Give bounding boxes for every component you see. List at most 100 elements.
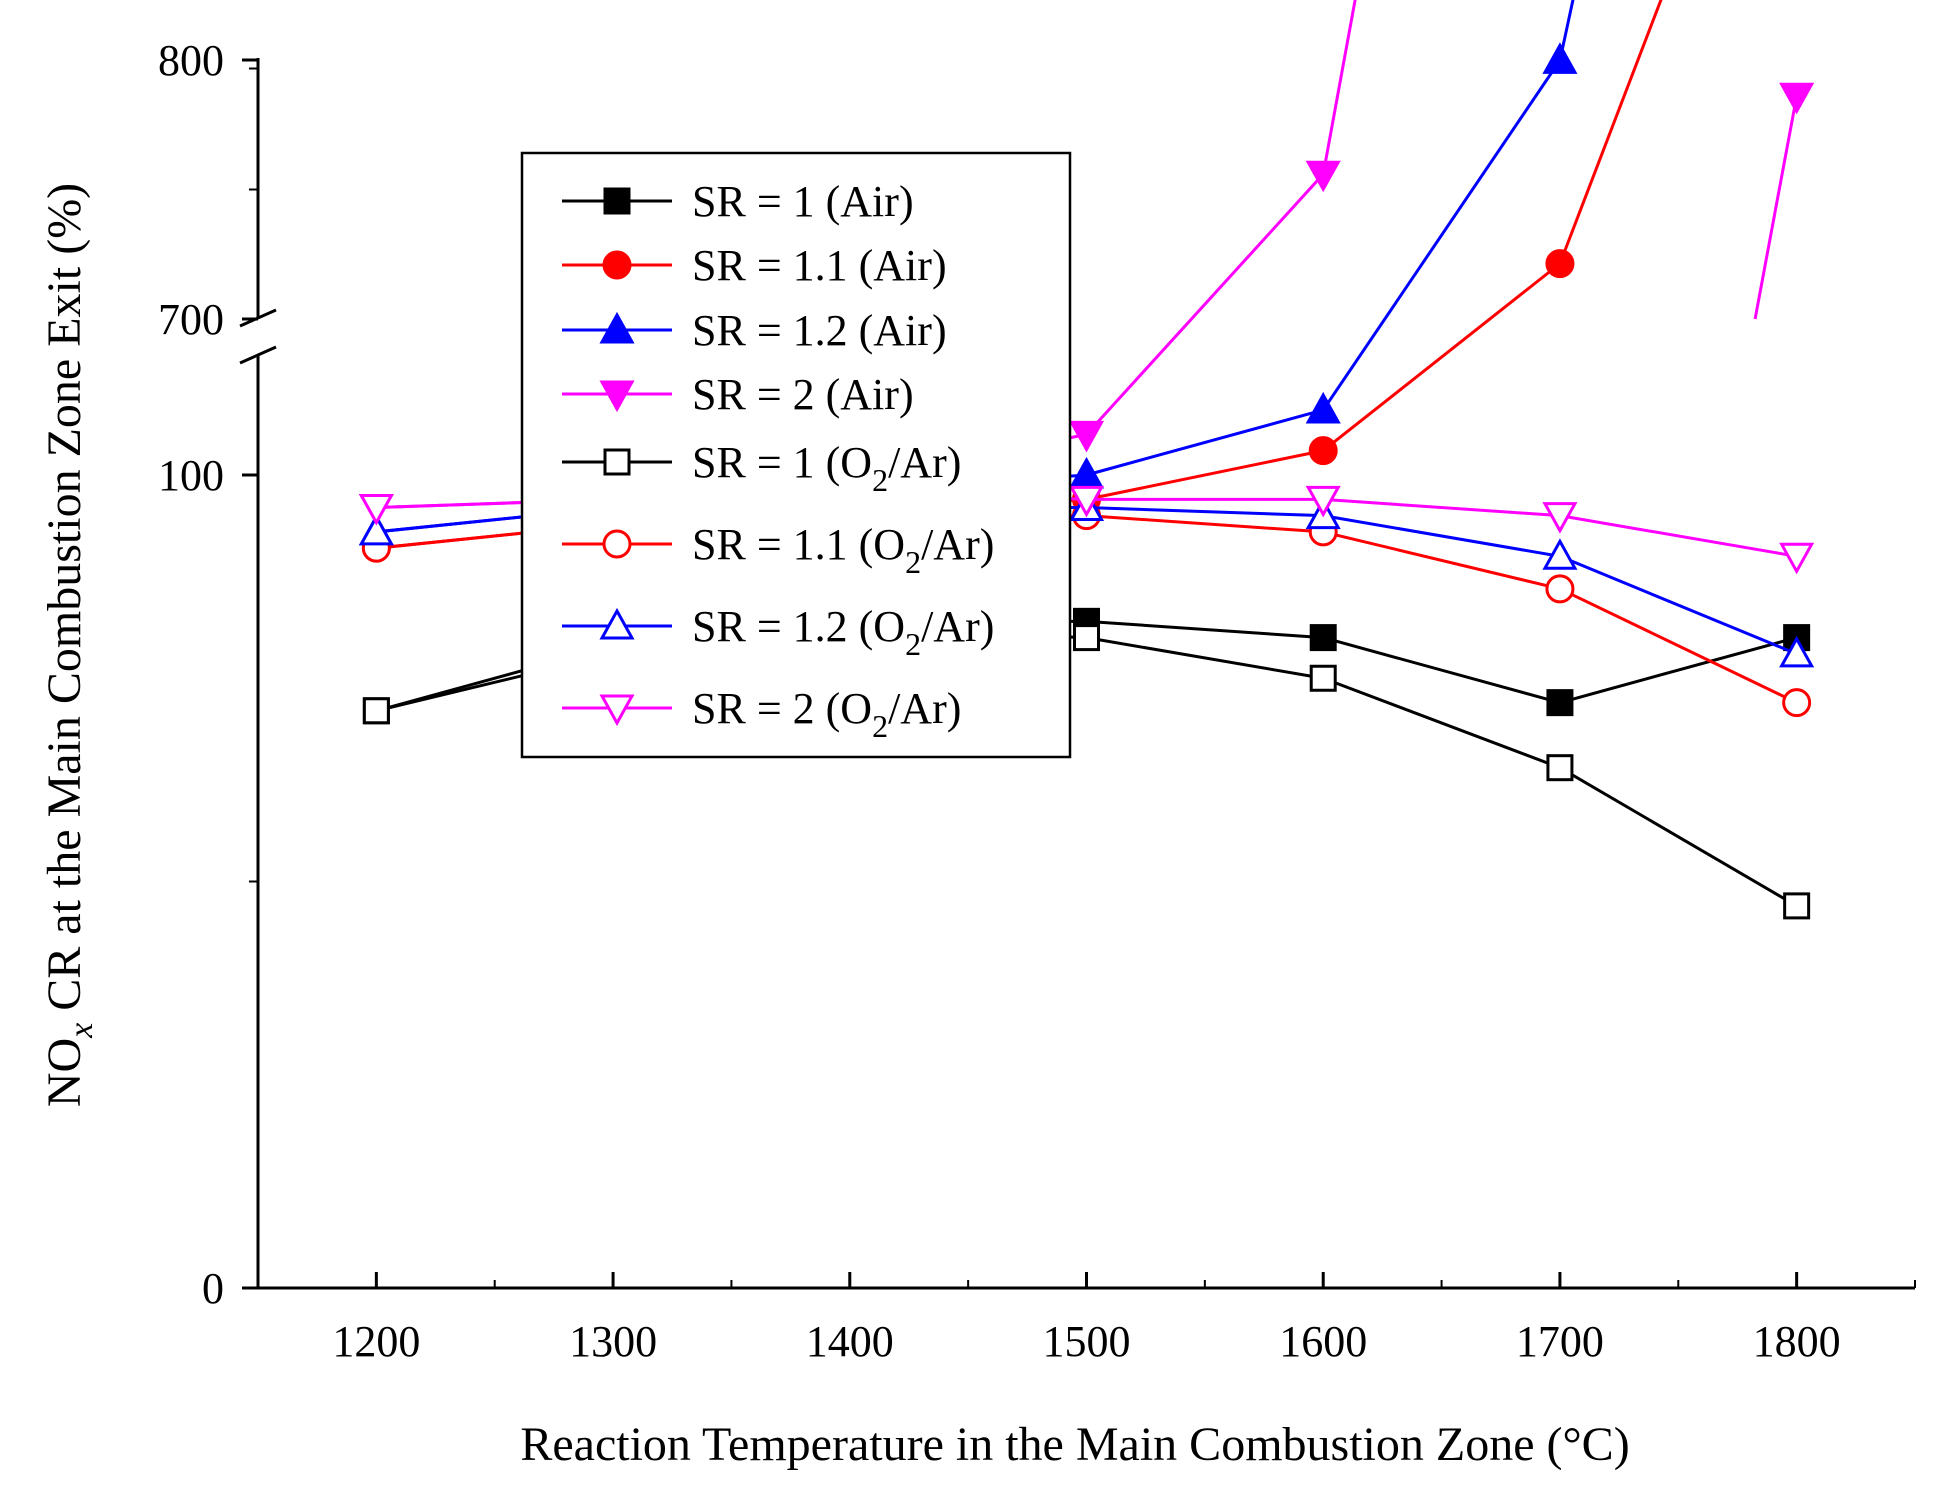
- series-line-segment: [1322, 514, 1561, 558]
- data-point: [602, 250, 632, 280]
- y-axis-break-mark: [239, 345, 277, 365]
- y-axis-title: NOx CR at the Main Combustion Zone Exit …: [38, 183, 100, 1107]
- legend: SR = 1 (Air) SR = 1.1 (Air) SR = 1.2 (Air)…: [520, 151, 1072, 759]
- x-axis-title: Reaction Temperature in the Main Combust…: [520, 1418, 1629, 1471]
- y-tick-label: 700: [158, 295, 224, 344]
- series-line-segment: [1086, 636, 1324, 680]
- data-point: [1068, 420, 1105, 453]
- series-line-segment: [1085, 173, 1325, 436]
- legend-label-main: SR = 1 (O: [692, 438, 872, 487]
- legend-label-main: SR = 1.2 (Air): [692, 306, 947, 355]
- legend-label: SR = 2 (Air): [692, 370, 914, 419]
- data-point: [1783, 892, 1811, 920]
- x-tick-label: 1500: [1043, 1317, 1131, 1366]
- data-point: [1068, 485, 1105, 518]
- legend-label-tail: /Ar): [921, 602, 994, 651]
- legend-label-subscript: 2: [872, 462, 888, 498]
- data-point: [599, 694, 635, 727]
- legend-label: SR = 2 (O2/Ar): [692, 684, 961, 744]
- legend-label: SR = 1 (O2/Ar): [692, 438, 961, 498]
- data-point: [1546, 754, 1574, 782]
- data-point: [1779, 542, 1815, 575]
- legend-label-tail: /Ar): [921, 520, 994, 569]
- data-point: [602, 529, 632, 559]
- series-line-segment: [1559, 554, 1798, 656]
- axes: 1200130014001500160017001800010020030070…: [158, 36, 1916, 1366]
- y-axis-title-subscript: x: [63, 1023, 100, 1039]
- series-line-segment: [1321, 59, 1562, 411]
- data-point: [599, 380, 635, 413]
- x-tick-label: 1300: [569, 1317, 657, 1366]
- data-point: [1782, 688, 1812, 718]
- data-point: [362, 697, 390, 725]
- x-tick-label: 1800: [1753, 1317, 1841, 1366]
- legend-item: SR = 2 (O2/Ar): [562, 684, 961, 744]
- legend-item: SR = 1.2 (Air): [562, 306, 947, 355]
- series-line-segment: [1086, 619, 1324, 640]
- data-point: [1542, 502, 1578, 534]
- legend-label: SR = 1.2 (O2/Ar): [692, 602, 994, 662]
- legend-label-main: SR = 2 (O: [692, 684, 872, 733]
- data-point: [1309, 624, 1337, 652]
- data-point: [1305, 391, 1341, 424]
- data-point: [1308, 436, 1338, 466]
- data-point: [1546, 689, 1574, 717]
- legend-item: SR = 1.1 (O2/Ar): [562, 520, 994, 580]
- series-line-segment: [1559, 766, 1798, 908]
- series-line-segment: [1322, 636, 1561, 705]
- series-line-segment: [1559, 514, 1797, 558]
- x-tick-label: 1600: [1279, 1317, 1367, 1366]
- x-tick-label: 1700: [1516, 1317, 1604, 1366]
- data-point: [1309, 664, 1337, 692]
- data-point: [1545, 249, 1575, 279]
- data-point: [603, 448, 631, 476]
- series-line-segment: [1322, 262, 1561, 452]
- legend-label: SR = 1.1 (Air): [692, 241, 947, 290]
- legend-label-subscript: 2: [872, 708, 888, 744]
- series-line-segment: [1322, 530, 1561, 591]
- series-line-segment: [1322, 676, 1561, 770]
- legend-label-main: SR = 1.1 (Air): [692, 241, 947, 290]
- series-line-segment: [1558, 0, 1575, 61]
- legend-label-main: SR = 1.2 (O: [692, 602, 905, 651]
- legend-label-tail: /Ar): [888, 438, 961, 487]
- legend-item: SR = 1 (O2/Ar): [562, 438, 961, 498]
- y-axis-title-prefix: NO: [38, 1038, 91, 1107]
- y-tick-label: 800: [158, 36, 224, 85]
- data-point: [1542, 42, 1578, 74]
- series-line-segment: [1086, 449, 1324, 501]
- data-point: [1305, 485, 1341, 518]
- legend-label: SR = 1.1 (O2/Ar): [692, 520, 994, 580]
- data-point: [1542, 538, 1578, 570]
- legend-item: SR = 2 (Air): [562, 370, 914, 419]
- legend-label-main: SR = 1 (Air): [692, 177, 914, 226]
- series-line-segment: [1558, 0, 1663, 265]
- data-point: [1545, 574, 1575, 604]
- legend-label: SR = 1.2 (Air): [692, 306, 947, 355]
- legend-label-subscript: 2: [905, 544, 921, 580]
- legend-label: SR = 1 (Air): [692, 177, 914, 226]
- data-point: [603, 187, 631, 215]
- data-point: [599, 311, 635, 344]
- series-line-segment: [1086, 506, 1324, 518]
- x-tick-label: 1200: [332, 1317, 420, 1366]
- data-point: [358, 513, 394, 546]
- data-point: [1073, 624, 1100, 652]
- legend-item: SR = 1.2 (O2/Ar): [562, 602, 994, 662]
- y-axis-title-rest: CR at the Main Combustion Zone Exit (%): [38, 183, 91, 1023]
- data-point: [599, 607, 635, 640]
- y-tick-label: 0: [202, 1264, 224, 1313]
- series-line-segment: [1321, 0, 1357, 175]
- series-line-segment: [1086, 514, 1324, 534]
- y-tick-label: 100: [158, 451, 224, 500]
- x-tick-label: 1400: [806, 1317, 894, 1366]
- legend-label-main: SR = 1.1 (O: [692, 520, 905, 569]
- legend-item: SR = 1 (Air): [562, 177, 914, 226]
- series-line-segment: [1086, 408, 1324, 477]
- series-line-segment: [1559, 636, 1798, 705]
- legend-label-subscript: 2: [905, 626, 921, 662]
- series-line-segment: [1323, 497, 1561, 518]
- legend-label-main: SR = 2 (Air): [692, 370, 914, 419]
- data-point: [1779, 635, 1815, 668]
